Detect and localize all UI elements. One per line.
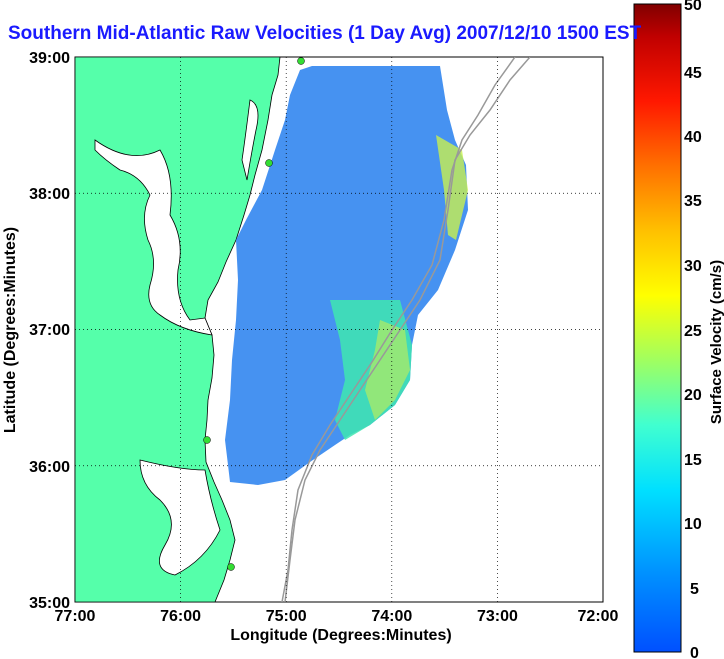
y-tick-label: 38:00 [29, 186, 70, 203]
colorbar-tick-label: 30 [684, 258, 702, 275]
y-tick-label: 37:00 [29, 322, 70, 339]
colorbar-tick-label: 25 [684, 323, 702, 340]
colorbar-tick-label: 5 [690, 581, 699, 598]
colorbar-tick-label: 45 [684, 65, 702, 82]
delaware-bay [241, 99, 259, 181]
y-tick-label: 35:00 [29, 595, 70, 612]
chesapeake-bay [94, 139, 213, 336]
x-tick-label: 73:00 [477, 608, 518, 625]
colorbar-tick-label: 15 [684, 452, 702, 469]
radar-station-marker [203, 436, 211, 444]
land-mass [75, 57, 281, 602]
grid [75, 57, 603, 602]
colorbar [633, 3, 682, 653]
velocity-field-hotspot [436, 135, 468, 240]
colorbar-tick-label: 40 [684, 129, 702, 146]
colorbar-tick-label: 0 [690, 645, 699, 659]
x-tick-label: 72:00 [578, 608, 619, 625]
bathymetry-contour [284, 57, 531, 602]
colorbar-label: Surface Velocity (cm/s) [708, 260, 724, 424]
x-axis-label: Longitude (Degrees:Minutes) [230, 627, 451, 644]
x-tick-label: 75:00 [266, 608, 307, 625]
y-tick-label: 36:00 [29, 459, 70, 476]
y-axis: 39:00 38:00 37:00 36:00 35:00 Latitude (… [2, 50, 70, 612]
x-axis: 77:00 76:00 75:00 74:00 73:00 72:00 Long… [55, 608, 619, 644]
radar-station-marker [265, 159, 273, 167]
y-tick-label: 39:00 [29, 50, 70, 67]
colorbar-ticks: 50 45 40 35 30 25 20 15 10 5 0 Surface V… [684, 0, 724, 659]
x-tick-label: 74:00 [371, 608, 412, 625]
colorbar-tick-label: 20 [684, 387, 702, 404]
page-title: Southern Mid-Atlantic Raw Velocities (1 … [8, 23, 642, 44]
colorbar-tick-label: 10 [684, 516, 702, 533]
x-tick-label: 76:00 [160, 608, 201, 625]
radar-station-marker [297, 57, 305, 65]
radar-stations [203, 57, 305, 571]
colorbar-tick-label: 50 [684, 0, 702, 14]
pamlico-sound [139, 459, 221, 576]
radar-station-marker [227, 563, 235, 571]
y-axis-label: Latitude (Degrees:Minutes) [2, 227, 19, 433]
colorbar-tick-label: 35 [684, 193, 702, 210]
x-tick-label: 77:00 [55, 608, 96, 625]
velocity-field-hotspot [365, 320, 410, 420]
